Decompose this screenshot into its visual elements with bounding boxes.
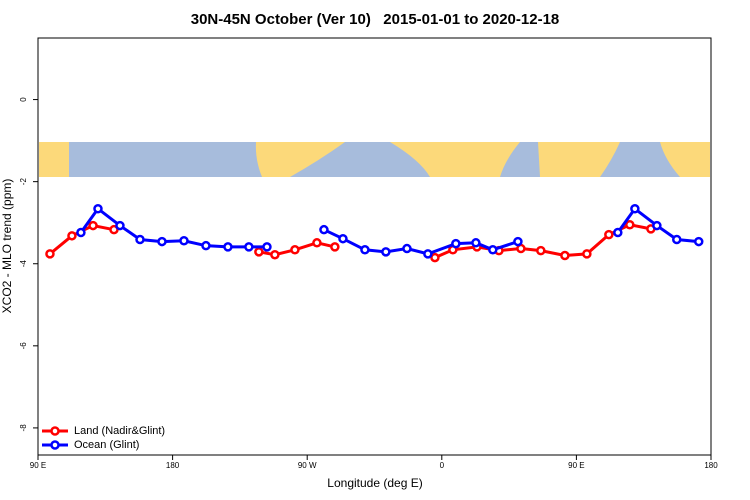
x-tick-label: 90 W <box>298 461 317 470</box>
y-tick-label: -8 <box>19 424 28 432</box>
point <box>536 245 546 256</box>
point <box>693 236 704 247</box>
legend-label: Ocean (Glint) <box>74 439 139 451</box>
point <box>423 249 433 259</box>
point <box>402 243 412 254</box>
point <box>115 220 125 231</box>
plot-frame <box>37 37 712 456</box>
point <box>312 238 322 248</box>
x-tick-label: 90 E <box>30 461 46 470</box>
point <box>451 238 461 249</box>
x-axis-label: Longitude (deg E) <box>327 476 422 490</box>
y-axis-label: XCO2 - MLO trend (ppm) <box>0 179 14 314</box>
x-tick-label: 180 <box>704 461 718 470</box>
x-tick-label: 90 E <box>568 461 584 470</box>
y-tick-label: -4 <box>19 260 28 268</box>
point <box>319 224 329 235</box>
point <box>381 247 391 257</box>
point <box>652 220 662 231</box>
point <box>560 250 570 261</box>
point <box>254 247 264 257</box>
point <box>157 236 167 247</box>
point <box>630 203 640 214</box>
point <box>109 224 119 235</box>
point <box>93 203 103 214</box>
point <box>338 233 348 244</box>
point <box>45 249 55 259</box>
point <box>471 238 481 248</box>
point <box>88 220 98 231</box>
point <box>135 234 145 245</box>
point <box>244 242 254 252</box>
point <box>513 236 523 247</box>
point <box>430 252 440 263</box>
point <box>223 242 233 252</box>
y-tick-label: -2 <box>19 178 28 186</box>
point <box>625 219 635 230</box>
point <box>201 240 211 251</box>
point <box>67 231 77 241</box>
point <box>613 227 623 238</box>
point <box>330 242 340 252</box>
map-strip <box>39 142 710 177</box>
x-tick-label: 180 <box>166 461 180 470</box>
point <box>582 249 592 259</box>
point <box>76 227 86 238</box>
point <box>672 234 682 245</box>
point <box>179 236 189 246</box>
point <box>290 245 300 255</box>
y-tick-label: 0 <box>19 97 28 102</box>
chart-title: 30N-45N October (Ver 10) 2015-01-01 to 2… <box>191 11 560 28</box>
point <box>360 245 370 255</box>
point <box>488 245 498 255</box>
y-tick-label: -6 <box>19 342 28 350</box>
point <box>604 229 614 240</box>
point <box>262 242 272 252</box>
legend-marker <box>50 426 60 436</box>
x-tick-label: 0 <box>440 461 445 470</box>
legend-label: Land (Nadir&Glint) <box>74 425 165 437</box>
point <box>270 249 280 260</box>
legend-marker <box>50 440 60 450</box>
